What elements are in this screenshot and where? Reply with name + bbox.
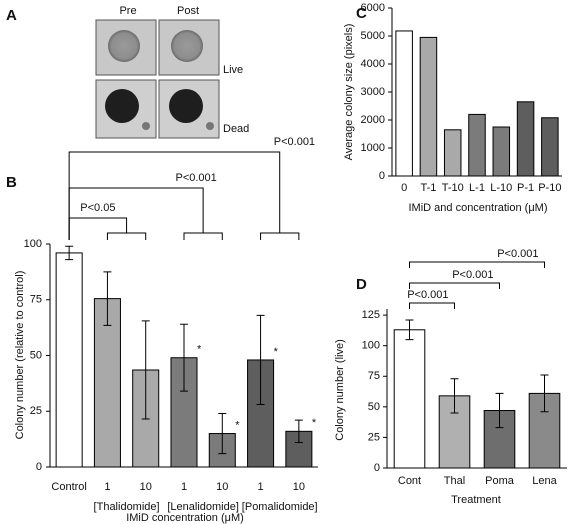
column-label: Post [177, 5, 199, 17]
panel-label: C [356, 5, 367, 22]
panel-a: A Pre Post Live Dead [6, 5, 249, 139]
p-value: P<0.001 [274, 136, 315, 148]
y-tick-label: 75 [368, 370, 380, 382]
row-label: Live [223, 64, 243, 76]
x-tick-label: L-10 [490, 182, 512, 194]
y-tick-label: 75 [30, 294, 42, 306]
bracket [409, 282, 500, 289]
bracket [409, 261, 545, 268]
x-axis-label: Treatment [451, 494, 501, 506]
p-value: P<0.05 [80, 202, 115, 214]
bar [516, 101, 535, 177]
row-label: Dead [223, 123, 249, 135]
error-bar [450, 378, 459, 414]
image-cell [169, 89, 203, 123]
panel-label: B [6, 174, 17, 191]
image-cell [171, 30, 203, 62]
bracket [68, 151, 300, 240]
error-bar [405, 319, 414, 341]
x-tick-label: T-10 [442, 182, 464, 194]
y-tick-label: 25 [30, 405, 42, 417]
y-tick-label: 0 [36, 461, 42, 473]
bar [419, 36, 438, 177]
x-tick-label: Control [51, 481, 86, 493]
x-tick-label: P-10 [538, 182, 561, 194]
error-bar [141, 320, 150, 420]
y-tick-label: 1000 [361, 142, 385, 154]
group-label: [Lenalidomide] [167, 501, 239, 513]
bar [55, 252, 83, 468]
error-bar [540, 374, 549, 413]
error-bar [495, 392, 504, 429]
y-tick-label: 2000 [361, 114, 385, 126]
y-axis-label: Average colony size (pixels) [343, 24, 355, 161]
bar [492, 126, 511, 177]
error-bar [103, 271, 112, 326]
bracket [68, 217, 147, 240]
y-tick-label: 125 [362, 309, 380, 321]
x-tick-label: Lena [532, 475, 557, 487]
x-tick-label: 1 [258, 481, 264, 493]
image-cell [142, 122, 150, 130]
y-tick-label: 6000 [361, 2, 385, 14]
y-axis-label: Colony number (relative to control) [14, 271, 26, 440]
x-axis-label: IMiD and concentration (μM) [409, 202, 548, 214]
significance-marker: * [274, 346, 279, 358]
x-axis-label: IMiD concentration (μM) [126, 512, 244, 524]
y-tick-label: 100 [362, 340, 380, 352]
y-tick-label: 50 [368, 401, 380, 413]
y-axis-label: Colony number (live) [334, 339, 346, 440]
x-tick-label: 0 [401, 182, 407, 194]
image-cell [108, 30, 140, 62]
bar [443, 129, 462, 177]
error-bar [294, 419, 303, 443]
group-label: [Thalidomide] [94, 501, 160, 513]
column-label: Pre [119, 5, 136, 17]
bar [541, 117, 559, 177]
y-tick-label: 50 [30, 349, 42, 361]
x-tick-label: Cont [398, 475, 421, 487]
x-tick-label: Poma [485, 475, 515, 487]
bar [468, 113, 486, 177]
bracket [409, 302, 455, 309]
bar [393, 329, 426, 469]
p-value: P<0.001 [497, 248, 538, 260]
y-tick-label: 0 [379, 170, 385, 182]
error-bar [218, 412, 227, 455]
p-value: P<0.001 [175, 172, 216, 184]
significance-marker: * [197, 344, 202, 356]
x-tick-label: L-1 [469, 182, 485, 194]
y-tick-label: 5000 [361, 30, 385, 42]
y-tick-label: 4000 [361, 58, 385, 70]
image-cell [105, 89, 139, 123]
bracket [68, 187, 223, 240]
p-value: P<0.001 [407, 289, 448, 301]
error-bar [65, 245, 74, 261]
x-tick-label: T-1 [420, 182, 436, 194]
y-tick-label: 100 [24, 238, 42, 250]
significance-marker: * [235, 419, 240, 431]
significance-marker: * [312, 417, 317, 429]
x-tick-label: Thal [444, 475, 465, 487]
x-tick-label: P-1 [517, 182, 534, 194]
group-label: [Pomalidomide] [242, 501, 318, 513]
error-bar [256, 314, 265, 406]
panel-label: D [356, 276, 367, 293]
y-tick-label: 25 [368, 431, 380, 443]
y-tick-label: 0 [374, 462, 380, 474]
bar [395, 30, 413, 177]
x-tick-label: 10 [216, 481, 228, 493]
image-cell [206, 122, 214, 130]
panel-label: A [6, 7, 17, 24]
p-value: P<0.001 [452, 269, 493, 281]
y-tick-label: 3000 [361, 86, 385, 98]
x-tick-label: 1 [104, 481, 110, 493]
x-tick-label: 1 [181, 481, 187, 493]
x-tick-label: 10 [293, 481, 305, 493]
x-tick-label: 10 [140, 481, 152, 493]
error-bar [180, 323, 188, 392]
